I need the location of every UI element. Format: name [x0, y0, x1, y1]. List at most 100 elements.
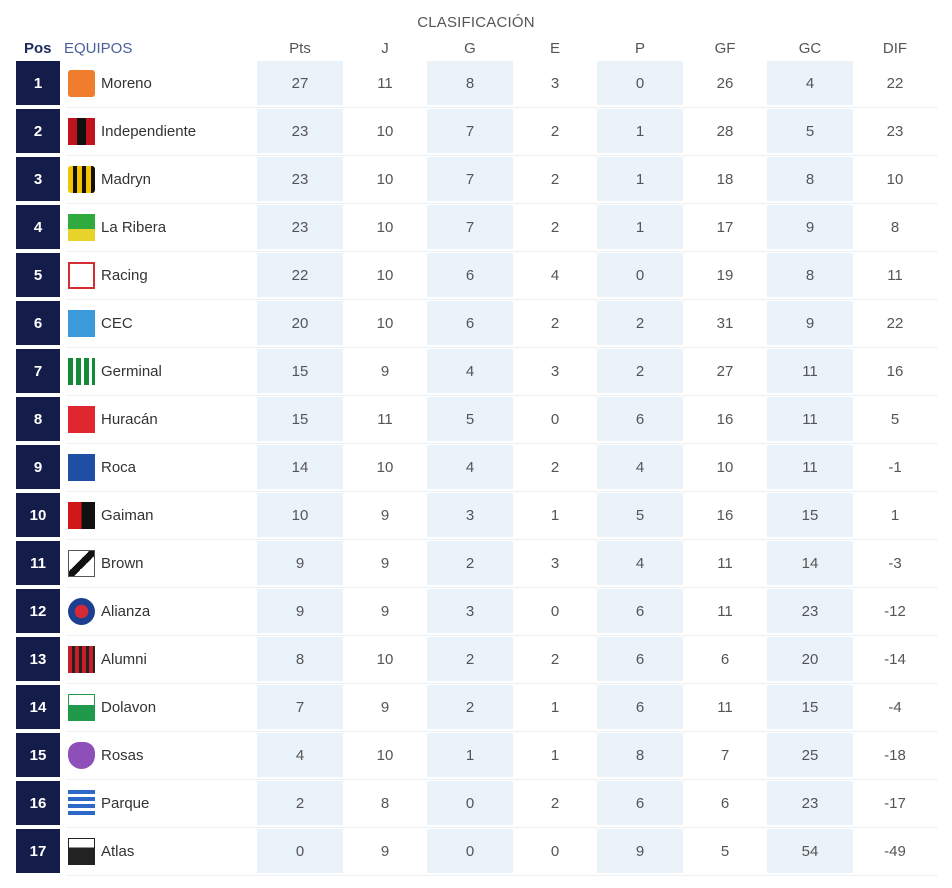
header-pos: Pos: [24, 40, 52, 57]
team-name: Gaiman: [101, 506, 154, 524]
team-cell[interactable]: Alianza: [66, 589, 258, 633]
table-row[interactable]: 16 Parque 2 8 0 2 6 6 23 -17: [16, 781, 938, 828]
team-name: Rosas: [101, 746, 144, 764]
table-row[interactable]: 1 Moreno 27 11 8 3 0 26 4 22: [16, 61, 938, 108]
stat-gf: 19: [716, 266, 734, 284]
stat-j: 10: [376, 650, 394, 668]
stat-g: 2: [427, 685, 513, 729]
stat-gc: 8: [767, 157, 853, 201]
team-cell[interactable]: Rosas: [66, 733, 258, 777]
table-row[interactable]: 13 Alumni 8 10 2 2 6 6 20 -14: [16, 637, 938, 684]
stat-e: 0: [550, 410, 560, 428]
stat-gf: 16: [716, 506, 734, 524]
stat-pts: 27: [257, 61, 343, 105]
team-cell[interactable]: Huracán: [66, 397, 258, 441]
stat-gc: 11: [767, 397, 853, 441]
table-row[interactable]: 3 Madryn 23 10 7 2 1 18 8 10: [16, 157, 938, 204]
position-badge: 10: [16, 493, 60, 537]
team-cell[interactable]: Madryn: [66, 157, 258, 201]
stat-e: 1: [550, 698, 560, 716]
orange-j-crest-icon: [68, 69, 95, 97]
table-row[interactable]: 15 Rosas 4 10 1 1 8 7 25 -18: [16, 733, 938, 780]
stat-pts: 10: [257, 493, 343, 537]
stat-gc: 11: [767, 349, 853, 393]
table-row[interactable]: 12 Alianza 9 9 3 0 6 11 23 -12: [16, 589, 938, 636]
stat-g: 4: [427, 349, 513, 393]
team-name: Brown: [101, 554, 144, 572]
stat-dif: 22: [886, 314, 904, 332]
stat-pts: 7: [257, 685, 343, 729]
stat-gf: 16: [716, 410, 734, 428]
table-row[interactable]: 17 Atlas 0 9 0 0 9 5 54 -49: [16, 829, 938, 876]
stat-gf: 27: [716, 362, 734, 380]
team-cell[interactable]: La Ribera: [66, 205, 258, 249]
stat-e: 3: [550, 362, 560, 380]
row-divider: [66, 539, 938, 540]
table-row[interactable]: 2 Independiente 23 10 7 2 1 28 5 23: [16, 109, 938, 156]
team-cell[interactable]: Independiente: [66, 109, 258, 153]
table-row[interactable]: 8 Huracán 15 11 5 0 6 16 11 5: [16, 397, 938, 444]
team-cell[interactable]: Gaiman: [66, 493, 258, 537]
stat-gf: 18: [716, 170, 734, 188]
table-row[interactable]: 11 Brown 9 9 2 3 4 11 14 -3: [16, 541, 938, 588]
team-cell[interactable]: Parque: [66, 781, 258, 825]
team-name: Alianza: [101, 602, 151, 620]
stat-p: 2: [597, 349, 683, 393]
team-cell[interactable]: Roca: [66, 445, 258, 489]
stat-gf: 11: [717, 554, 733, 572]
team-name: Atlas: [101, 842, 135, 860]
table-row[interactable]: 5 Racing 22 10 6 4 0 19 8 11: [16, 253, 938, 300]
table-row[interactable]: 14 Dolavon 7 9 2 1 6 11 15 -4: [16, 685, 938, 732]
header-team: EQUIPOS: [64, 40, 133, 57]
row-divider: [66, 779, 938, 780]
stat-g: 4: [427, 445, 513, 489]
team-cell[interactable]: Moreno: [66, 61, 258, 105]
stat-p: 6: [597, 637, 683, 681]
stat-j: 10: [376, 314, 394, 332]
table-row[interactable]: 4 La Ribera 23 10 7 2 1 17 9 8: [16, 205, 938, 252]
stat-j: 10: [376, 218, 394, 236]
table-row[interactable]: 7 Germinal 15 9 4 3 2 27 11 16: [16, 349, 938, 396]
row-divider: [66, 587, 938, 588]
stat-gf: 11: [717, 602, 733, 620]
stat-e: 2: [550, 122, 560, 140]
table-row[interactable]: 6 CEC 20 10 6 2 2 31 9 22: [16, 301, 938, 348]
stat-j: 10: [376, 170, 394, 188]
stat-gf: 6: [720, 650, 730, 668]
cai-crest-icon: [68, 117, 95, 145]
stat-gc: 9: [767, 301, 853, 345]
table-row[interactable]: 9 Roca 14 10 4 2 4 10 11 -1: [16, 445, 938, 492]
stat-e: 0: [550, 602, 560, 620]
team-name: Huracán: [101, 410, 158, 428]
team-cell[interactable]: Germinal: [66, 349, 258, 393]
team-cell[interactable]: Alumni: [66, 637, 258, 681]
row-divider: [66, 395, 938, 396]
team-cell[interactable]: Brown: [66, 541, 258, 585]
black-white-atlas-crest-icon: [68, 837, 95, 865]
team-cell[interactable]: CEC: [66, 301, 258, 345]
stat-dif: 5: [890, 410, 900, 428]
stat-pts: 9: [257, 589, 343, 633]
position-badge: 6: [16, 301, 60, 345]
table-row[interactable]: 10 Gaiman 10 9 3 1 5 16 15 1: [16, 493, 938, 540]
stat-e: 4: [550, 266, 560, 284]
stat-dif: -18: [884, 746, 906, 764]
purple-crest-icon: [68, 741, 95, 769]
stat-gc: 9: [767, 205, 853, 249]
header-p: P: [634, 40, 645, 57]
row-divider: [66, 203, 938, 204]
stat-pts: 8: [257, 637, 343, 681]
stat-pts: 23: [257, 157, 343, 201]
header-e: E: [549, 40, 560, 57]
team-cell[interactable]: Racing: [66, 253, 258, 297]
stat-p: 1: [597, 205, 683, 249]
team-name: Moreno: [101, 74, 152, 92]
yellow-black-crest-icon: [68, 165, 95, 193]
stat-gf: 11: [717, 698, 733, 716]
stat-p: 0: [597, 253, 683, 297]
team-cell[interactable]: Atlas: [66, 829, 258, 873]
stat-g: 2: [427, 637, 513, 681]
team-cell[interactable]: Dolavon: [66, 685, 258, 729]
stat-dif: 8: [890, 218, 900, 236]
header-pts: Pts: [289, 40, 311, 57]
